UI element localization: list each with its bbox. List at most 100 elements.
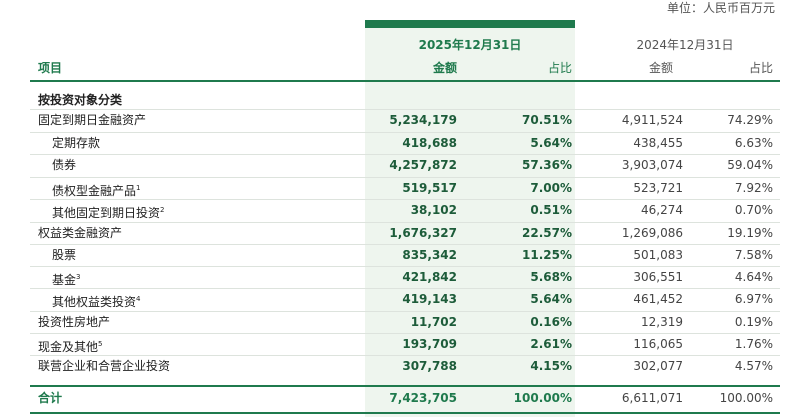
row-divider [30, 333, 780, 334]
column-highlight-bar [365, 20, 575, 28]
amount-2025: 193,709 [402, 337, 457, 351]
share-2025: 5.64% [530, 292, 572, 306]
header-rule [30, 80, 780, 82]
footnote-mark: 3 [76, 273, 81, 281]
amount-2025: 418,688 [402, 136, 457, 150]
share-2024: 1.76% [734, 337, 773, 351]
share-2024: 100.00% [719, 391, 773, 405]
share-2024: 0.70% [734, 203, 773, 217]
row-divider [30, 222, 780, 223]
share-2024: 59.04% [727, 158, 773, 172]
share-2024: 7.58% [734, 248, 773, 262]
amount-2025: 11,702 [410, 315, 457, 329]
row-label: 联营企业和合营企业投资 [38, 358, 170, 374]
amount-2024: 461,452 [633, 292, 683, 306]
row-divider [30, 266, 780, 267]
share-2025: 11.25% [522, 248, 572, 262]
section-title: 按投资对象分类 [38, 93, 123, 107]
amount-2024: 12,319 [641, 315, 683, 329]
row-divider [30, 154, 780, 155]
amount-2024: 3,903,074 [621, 158, 683, 172]
item-text: 股票 [52, 248, 77, 262]
share-2024: 7.92% [734, 181, 773, 195]
row-label: 定期存款 [52, 135, 100, 151]
footnote-mark: 4 [136, 295, 141, 303]
row-divider [30, 311, 780, 312]
amount-2024: 501,083 [633, 248, 683, 262]
share-2024: 4.64% [734, 270, 773, 284]
share-2024: 6.97% [734, 292, 773, 306]
item-text: 债权型金融产品 [52, 184, 137, 198]
item-text: 权益类金融资产 [38, 226, 123, 240]
amount-2024: 116,065 [633, 337, 683, 351]
item-text: 投资性房地产 [38, 315, 111, 329]
row-label: 其他权益类投资4 [52, 291, 140, 310]
row-divider [30, 199, 780, 200]
amount-2024: 4,911,524 [621, 113, 683, 127]
item-text: 固定到期日金融资产 [38, 113, 147, 127]
bottom-rule [30, 412, 780, 414]
row-label: 现金及其他5 [38, 336, 102, 355]
row-label: 其他固定到期日投资2 [52, 202, 164, 221]
share-2025: 4.15% [530, 359, 572, 373]
item-text: 现金及其他 [38, 340, 99, 354]
share-2024: 19.19% [727, 226, 773, 240]
item-text: 合计 [38, 391, 63, 405]
item-text: 联营企业和合营企业投资 [38, 359, 171, 373]
share-2024: 74.29% [727, 113, 773, 127]
share-2024: 6.63% [734, 136, 773, 150]
item-text: 债券 [52, 158, 77, 172]
row-label: 权益类金融资产 [38, 225, 122, 241]
row-label: 债券 [52, 157, 76, 173]
share-2025: 0.16% [530, 315, 572, 329]
amount-2025: 419,143 [402, 292, 457, 306]
amount-2024: 306,551 [633, 270, 683, 284]
row-label: 投资性房地产 [38, 314, 110, 330]
footnote-mark: 2 [160, 206, 165, 214]
footnote-mark: 5 [98, 340, 103, 348]
period-header: 2024年12月31日 [636, 38, 734, 52]
amount-2025: 38,102 [410, 203, 457, 217]
row-label: 基金3 [52, 269, 80, 288]
amount-2024: 6,611,071 [621, 391, 683, 405]
amount-2025: 519,517 [402, 181, 457, 195]
column-header: 金额 [432, 61, 457, 75]
column-header: 占比 [748, 61, 773, 75]
row-label: 股票 [52, 247, 76, 263]
share-2025: 2.61% [530, 337, 572, 351]
share-2025: 7.00% [530, 181, 572, 195]
column-header: 金额 [648, 61, 673, 75]
share-2025: 100.00% [513, 391, 572, 405]
amount-2024: 302,077 [633, 359, 683, 373]
row-divider [30, 132, 780, 133]
amount-2024: 1,269,086 [621, 226, 683, 240]
row-label: 固定到期日金融资产 [38, 112, 146, 128]
total-rule [30, 385, 780, 387]
share-2024: 4.57% [734, 359, 773, 373]
share-2025: 5.68% [530, 270, 572, 284]
share-2025: 5.64% [530, 136, 572, 150]
row-divider [30, 109, 780, 110]
item-text: 基金 [52, 273, 77, 287]
unit-note: 单位：人民币百万元 [666, 1, 775, 15]
period-header: 2025年12月31日 [418, 38, 522, 52]
amount-2025: 421,842 [402, 270, 457, 284]
column-header: 项目 [38, 61, 63, 75]
item-text: 定期存款 [52, 136, 101, 150]
row-divider [30, 177, 780, 178]
share-2025: 22.57% [522, 226, 572, 240]
row-divider [30, 355, 780, 356]
amount-2025: 835,342 [402, 248, 457, 262]
share-2025: 0.51% [530, 203, 572, 217]
amount-2024: 438,455 [633, 136, 683, 150]
amount-2025: 1,676,327 [389, 226, 457, 240]
amount-2024: 523,721 [633, 181, 683, 195]
amount-2025: 5,234,179 [389, 113, 457, 127]
footnote-mark: 1 [136, 184, 141, 192]
item-text: 其他固定到期日投资 [52, 206, 161, 220]
share-2024: 0.19% [734, 315, 773, 329]
amount-2025: 4,257,872 [389, 158, 457, 172]
amount-2024: 46,274 [641, 203, 683, 217]
amount-2025: 307,788 [402, 359, 457, 373]
